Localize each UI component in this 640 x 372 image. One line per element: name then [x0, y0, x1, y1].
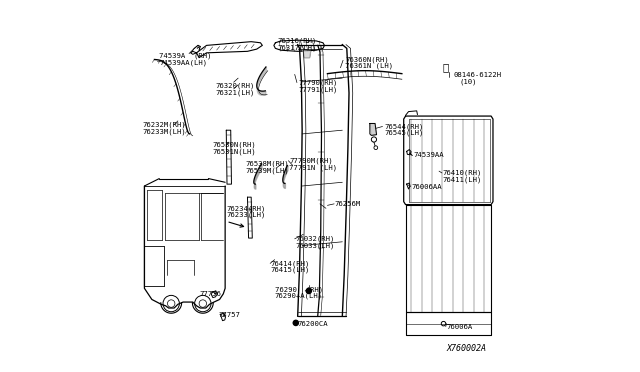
Text: 76321(LH): 76321(LH)	[216, 89, 255, 96]
Text: 76544(RH): 76544(RH)	[384, 123, 423, 130]
Text: 76234(RH): 76234(RH)	[227, 205, 266, 212]
Text: 74539AA(LH): 74539AA(LH)	[159, 59, 207, 66]
Circle shape	[293, 320, 298, 326]
Text: 76317(LH): 76317(LH)	[277, 44, 317, 51]
Text: 77757: 77757	[219, 312, 241, 318]
Text: 76232M(RH): 76232M(RH)	[142, 121, 186, 128]
Text: Ⓐ: Ⓐ	[443, 62, 449, 72]
Text: (10): (10)	[460, 78, 477, 85]
Text: 76414(RH): 76414(RH)	[271, 260, 310, 267]
Text: 76290  (RH): 76290 (RH)	[275, 286, 323, 293]
Text: 76361N (LH): 76361N (LH)	[346, 63, 394, 70]
Text: 76320(RH): 76320(RH)	[216, 82, 255, 89]
Text: 76411(LH): 76411(LH)	[443, 176, 482, 183]
Text: 74539AA: 74539AA	[413, 153, 444, 158]
Text: 76410(RH): 76410(RH)	[443, 170, 482, 176]
Text: 77791(LH): 77791(LH)	[298, 86, 338, 93]
Polygon shape	[370, 124, 376, 135]
Text: 74539A  (RH): 74539A (RH)	[159, 52, 212, 59]
Text: 76530N(RH): 76530N(RH)	[212, 142, 256, 148]
Text: 77756: 77756	[199, 291, 221, 297]
Text: 76032(RH): 76032(RH)	[296, 235, 335, 242]
Text: 76200CA: 76200CA	[298, 321, 328, 327]
Text: 77790(RH): 77790(RH)	[298, 79, 338, 86]
Text: 76539M(LH): 76539M(LH)	[246, 167, 289, 174]
Text: 76006A: 76006A	[447, 324, 473, 330]
Circle shape	[306, 288, 312, 294]
Text: 76316(RH): 76316(RH)	[277, 38, 317, 44]
Text: 76360N(RH): 76360N(RH)	[346, 56, 389, 63]
Text: 77791N (LH): 77791N (LH)	[289, 164, 338, 171]
Text: 76233(LH): 76233(LH)	[227, 212, 266, 218]
Polygon shape	[303, 51, 310, 58]
Text: 76006AA: 76006AA	[411, 184, 442, 190]
Text: 76545(LH): 76545(LH)	[384, 130, 423, 137]
Text: 76033(LH): 76033(LH)	[296, 242, 335, 249]
Text: X760002A: X760002A	[447, 344, 486, 353]
Text: 76538M(RH): 76538M(RH)	[246, 160, 289, 167]
Text: 76233M(LH): 76233M(LH)	[142, 128, 186, 135]
Text: 77790M(RH): 77790M(RH)	[289, 157, 333, 164]
Text: 08146-6122H: 08146-6122H	[453, 72, 501, 78]
Text: 76290+A(LH): 76290+A(LH)	[275, 293, 323, 299]
Text: 76531N(LH): 76531N(LH)	[212, 148, 256, 155]
Text: 76415(LH): 76415(LH)	[271, 267, 310, 273]
Text: 76256M: 76256M	[335, 201, 361, 207]
